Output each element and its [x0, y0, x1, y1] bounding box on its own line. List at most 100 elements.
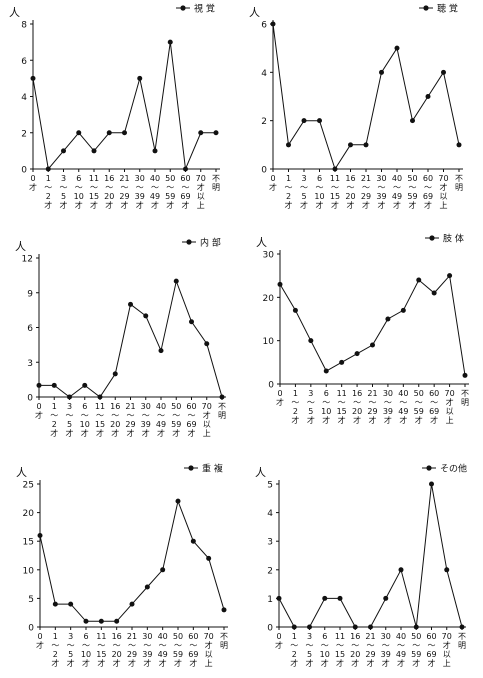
x-tick-label: 才 [306, 658, 314, 668]
x-tick-label: 16 [112, 632, 122, 641]
data-point [213, 130, 219, 136]
x-tick-label: 60 [186, 402, 196, 411]
data-point [431, 290, 437, 296]
x-tick-label: 才 [128, 658, 136, 668]
y-tick-label: 0 [21, 166, 27, 176]
x-tick-label: 〜 [353, 398, 361, 407]
x-tick-label: 3 [61, 174, 66, 183]
x-tick-label: 5 [301, 192, 306, 201]
x-tick-label: 上 [205, 659, 213, 668]
chart-hearing: 人02460才1〜2才3〜5才6〜10才11〜15才16〜20才21〜29才30… [249, 3, 463, 210]
x-tick-label: 10 [320, 650, 330, 659]
x-tick-label: 10 [321, 407, 331, 416]
y-tick-label: 0 [268, 381, 274, 391]
x-tick-label: 〜 [51, 641, 59, 650]
x-tick-label: 才 [331, 200, 339, 210]
data-point [198, 130, 204, 136]
y-tick-label: 1 [267, 595, 273, 605]
x-tick-label: 60 [429, 389, 439, 398]
x-tick-label: 59 [407, 192, 417, 201]
x-tick-label: 才 [96, 428, 104, 438]
x-tick-label: 〜 [300, 183, 308, 192]
x-tick-label: 才 [351, 658, 359, 668]
x-tick-label: 才 [29, 182, 37, 192]
x-tick-label: 不 [218, 402, 226, 411]
x-tick-label: 〜 [75, 183, 83, 192]
data-point [112, 371, 118, 377]
x-tick-label: 15 [96, 650, 106, 659]
x-tick-label: 3 [68, 632, 73, 641]
x-tick-label: 才 [338, 415, 346, 425]
x-tick-label: 才 [424, 200, 432, 210]
x-tick-label: 69 [180, 192, 190, 201]
x-tick-label: 20 [112, 650, 122, 659]
x-tick-label: 〜 [331, 183, 339, 192]
x-tick-label: 明 [455, 183, 463, 192]
x-tick-label: 才 [409, 200, 417, 210]
x-tick-label: 0 [36, 402, 41, 411]
data-point [206, 555, 212, 561]
data-point [354, 351, 360, 357]
x-tick-label: 20 [104, 192, 114, 201]
x-tick-label: 10 [314, 192, 324, 201]
x-tick-label: 40 [396, 632, 406, 641]
legend-marker [423, 5, 429, 11]
series-line [39, 279, 223, 398]
legend-marker [188, 465, 194, 471]
chart-limb: 人01020300才1〜2才3〜5才6〜10才11〜15才16〜20才21〜29… [256, 233, 469, 425]
x-tick-label: 才 [347, 200, 355, 210]
x-tick-label: 40 [392, 174, 402, 183]
x-tick-label: 5 [308, 407, 313, 416]
x-tick-label: 16 [352, 389, 362, 398]
x-tick-label: 才 [205, 640, 213, 650]
data-point [413, 624, 419, 630]
y-tick-label: 5 [267, 481, 273, 491]
x-tick-label: 50 [411, 632, 421, 641]
x-tick-label: 〜 [188, 411, 196, 420]
x-tick-label: 〜 [399, 398, 407, 407]
data-point [204, 341, 210, 347]
x-tick-label: 20 [110, 420, 120, 429]
x-tick-label: 〜 [90, 183, 98, 192]
x-tick-label: 才 [136, 200, 144, 210]
data-point [128, 301, 133, 307]
x-tick-label: 60 [426, 632, 436, 641]
x-tick-label: 才 [82, 658, 90, 668]
x-tick-label: 〜 [322, 398, 330, 407]
x-tick-label: 〜 [121, 183, 129, 192]
x-tick-label: 30 [376, 174, 386, 183]
x-tick-label: 才 [35, 410, 43, 420]
data-point [322, 595, 328, 601]
y-tick-label: 15 [23, 538, 34, 548]
x-tick-label: 才 [440, 182, 448, 192]
x-tick-label: 30 [142, 632, 152, 641]
data-point [45, 166, 51, 172]
x-tick-label: 21 [367, 389, 377, 398]
data-point [416, 277, 422, 283]
x-tick-label: 才 [197, 182, 205, 192]
data-point [291, 624, 297, 630]
x-tick-label: 21 [365, 632, 375, 641]
x-tick-label: 〜 [157, 411, 165, 420]
data-point [167, 39, 173, 45]
data-point [425, 94, 431, 99]
x-tick-label: 〜 [393, 183, 401, 192]
data-point [114, 618, 120, 624]
data-point [277, 281, 283, 287]
data-point [447, 273, 453, 279]
data-point [308, 338, 314, 344]
x-tick-label: 39 [135, 192, 145, 201]
data-point [190, 538, 196, 544]
data-point [323, 368, 329, 374]
x-tick-label: 不 [458, 632, 466, 641]
x-tick-label: 〜 [336, 641, 344, 650]
x-tick-label: 11 [337, 389, 347, 398]
y-unit-label: 人 [16, 466, 27, 479]
data-point [158, 348, 164, 354]
y-tick-label: 4 [267, 509, 273, 519]
data-point [189, 319, 194, 325]
x-tick-label: 〜 [143, 641, 151, 650]
x-tick-label: 15 [335, 650, 345, 659]
y-tick-label: 9 [27, 289, 33, 299]
data-point [83, 618, 89, 624]
